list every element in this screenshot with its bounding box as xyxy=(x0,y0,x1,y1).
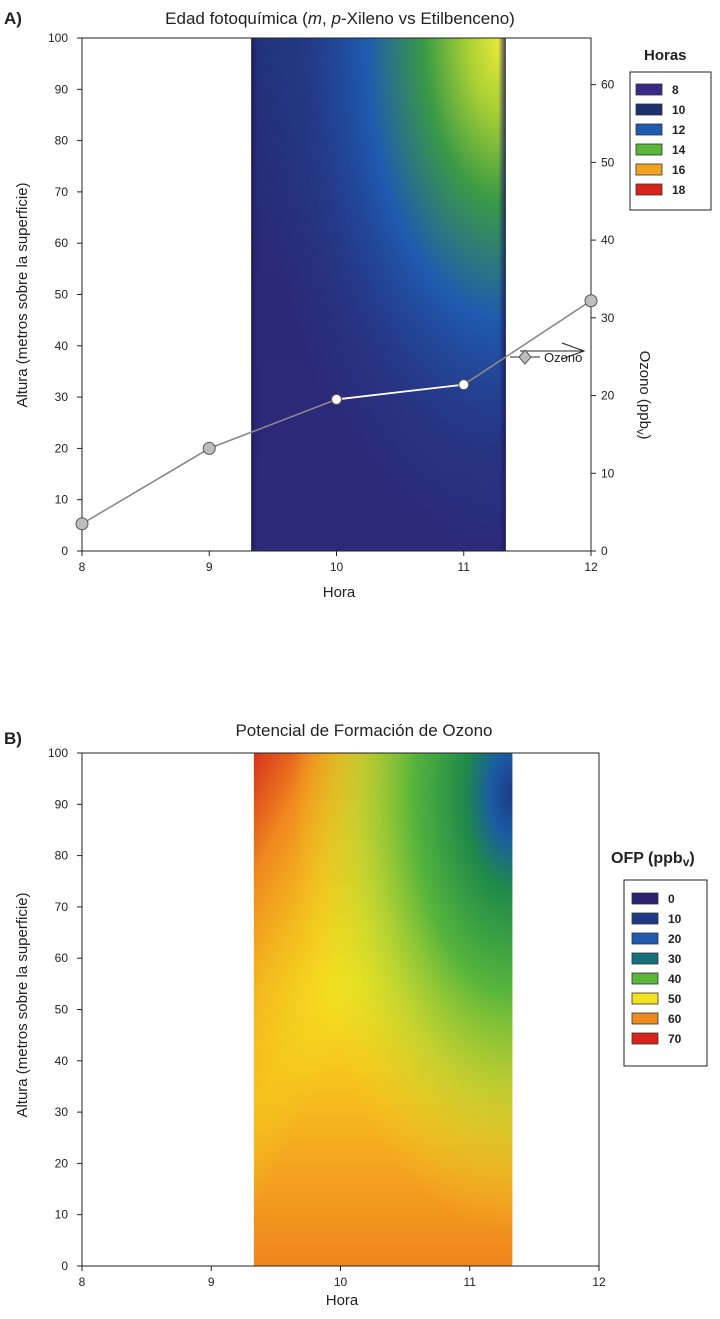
x-tick-label: 10 xyxy=(334,1275,348,1289)
y2-tick-label: 0 xyxy=(601,544,608,558)
y2-tick-label: 60 xyxy=(601,78,615,92)
ozone-point xyxy=(458,379,470,391)
y-tick-label: 40 xyxy=(55,1054,69,1068)
x-tick-label: 11 xyxy=(464,1275,477,1289)
x-tick-label: 12 xyxy=(592,1275,606,1289)
y-tick-label: 90 xyxy=(55,797,69,811)
y2-tick-label: 20 xyxy=(601,389,615,403)
y-tick-label: 20 xyxy=(55,441,69,455)
legend-label: 16 xyxy=(672,163,686,177)
y-tick-label: 60 xyxy=(55,236,69,250)
legend-label: 60 xyxy=(668,1012,682,1026)
panel-a-heatmap xyxy=(251,38,506,551)
legend-label: 8 xyxy=(672,83,679,97)
legend-swatch xyxy=(631,992,659,1005)
legend-label: 10 xyxy=(672,103,686,117)
y-tick-label: 80 xyxy=(55,134,69,148)
ozone-legend: Ozono xyxy=(510,349,582,365)
y-tick-label: 50 xyxy=(55,288,69,302)
legend-swatch xyxy=(635,163,663,176)
legend-label: 30 xyxy=(668,952,682,966)
legend-swatch xyxy=(631,972,659,985)
panel-a-legend-title: Horas xyxy=(644,47,687,64)
x-tick-label: 9 xyxy=(206,560,213,574)
y2-tick-label: 30 xyxy=(601,311,615,325)
legend-swatch xyxy=(631,912,659,925)
legend-label: 18 xyxy=(672,183,686,197)
y-tick-label: 90 xyxy=(55,82,69,96)
legend-swatch xyxy=(631,952,659,965)
legend-label: 14 xyxy=(672,143,686,157)
legend-label: 12 xyxy=(672,123,686,137)
panel-b-legend-title: OFP (ppbv) xyxy=(611,850,695,869)
ozone-line-highlight xyxy=(336,383,464,401)
y2-tick-label: 50 xyxy=(601,155,615,169)
legend-swatch xyxy=(635,123,663,136)
ozone-series xyxy=(75,294,598,531)
y-tick-label: 100 xyxy=(48,746,68,760)
y2-tick-label: 40 xyxy=(601,233,615,247)
panel-b-ylabel: Altura (metros sobre la superficie) xyxy=(14,892,31,1117)
x-tick-label: 8 xyxy=(79,560,86,574)
y-tick-label: 30 xyxy=(55,1105,69,1119)
y-tick-label: 70 xyxy=(55,900,69,914)
panel-a-legend: Horas 8 10 12 14 16 18 xyxy=(629,47,712,211)
panel-a-ylabel: Altura (metros sobre la superficie) xyxy=(14,182,31,407)
legend-swatch xyxy=(635,143,663,156)
panel-a-title: Edad fotoquímica (m, p-Xileno vs Etilben… xyxy=(165,9,515,28)
y-tick-label: 10 xyxy=(55,493,69,507)
panel-b-title: Potencial de Formación de Ozono xyxy=(235,721,492,740)
legend-swatch xyxy=(631,892,659,905)
x-tick-label: 11 xyxy=(458,560,471,574)
panel-b-xlabel: Hora xyxy=(326,1292,359,1309)
legend-label: 20 xyxy=(668,932,682,946)
y-tick-label: 10 xyxy=(55,1208,69,1222)
panel-a-label: A) xyxy=(4,9,22,28)
y-tick-label: 50 xyxy=(55,1003,69,1017)
ozone-point xyxy=(584,294,598,308)
x-tick-label: 10 xyxy=(330,560,344,574)
legend-swatch xyxy=(631,932,659,945)
y-tick-label: 80 xyxy=(55,849,69,863)
y-tick-label: 30 xyxy=(55,390,69,404)
ozone-point xyxy=(202,441,216,455)
legend-label: 40 xyxy=(668,972,682,986)
legend-swatch xyxy=(635,183,663,196)
x-tick-label: 12 xyxy=(584,560,598,574)
panel-a: A) Edad fotoquímica (m, p-Xileno vs Etil… xyxy=(4,9,712,601)
y-tick-label: 0 xyxy=(61,544,68,558)
panel-a-xlabel: Hora xyxy=(323,584,356,601)
panel-b-ticks: 0 10 20 30 40 50 60 70 80 90 100 8 9 10 11 12 xyxy=(48,746,606,1289)
y-tick-label: 100 xyxy=(48,31,68,45)
panel-b-legend: OFP (ppbv) 0 10 20 30 40 50 60 70 xyxy=(611,850,708,1067)
legend-label: 50 xyxy=(668,992,682,1006)
x-tick-label: 9 xyxy=(208,1275,215,1289)
right-axis-arrow xyxy=(520,342,586,360)
panel-b-label: B) xyxy=(4,729,22,748)
x-tick-label: 8 xyxy=(79,1275,86,1289)
legend-label: 70 xyxy=(668,1032,682,1046)
panel-b: B) Potencial de Formación de Ozono 0 10 20… xyxy=(4,721,708,1309)
y2-tick-label: 10 xyxy=(601,466,615,480)
legend-label: 0 xyxy=(668,892,675,906)
legend-label: 10 xyxy=(668,912,682,926)
ozone-legend-label: Ozono xyxy=(544,350,582,365)
y-tick-label: 0 xyxy=(61,1259,68,1273)
panel-b-heatmap xyxy=(253,753,513,1266)
y-tick-label: 20 xyxy=(55,1156,69,1170)
y-tick-label: 70 xyxy=(55,185,69,199)
ozone-point xyxy=(331,393,342,405)
panel-a-y2label: Ozono (ppbv) xyxy=(634,351,653,440)
legend-swatch xyxy=(635,103,663,116)
legend-swatch xyxy=(635,83,663,96)
y-tick-label: 60 xyxy=(55,951,69,965)
legend-swatch xyxy=(631,1012,659,1025)
legend-swatch xyxy=(631,1032,659,1045)
y-tick-label: 40 xyxy=(55,339,69,353)
ozone-point xyxy=(75,517,89,531)
